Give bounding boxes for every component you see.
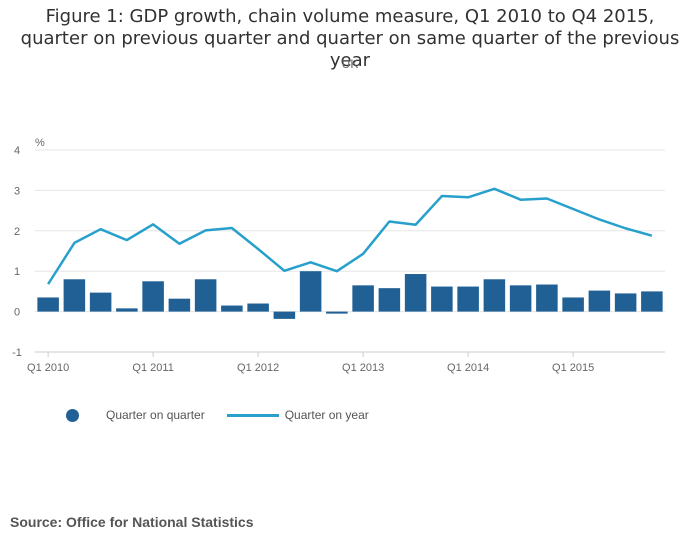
bar <box>457 286 479 312</box>
bar <box>588 290 611 312</box>
legend-dot-icon <box>66 408 79 422</box>
bar <box>299 271 322 312</box>
y-tick-label: 4 <box>14 145 20 157</box>
bar <box>273 311 296 319</box>
x-axis: Q1 2010 Q1 2011 Q1 2012 Q1 2013 Q1 2014 Q1 20… <box>27 351 665 374</box>
x-tick-label: Q1 2014 <box>447 362 489 374</box>
bar <box>352 285 374 312</box>
legend: Quarter on quarter Quarter on year <box>66 408 369 422</box>
bar <box>116 308 138 312</box>
x-tick-label: Q1 2011 <box>132 362 173 374</box>
x-tick-label: Q1 2012 <box>237 362 279 374</box>
legend-label: Quarter on year <box>284 408 369 422</box>
bar <box>37 297 59 312</box>
y-tick-label: 2 <box>14 226 20 238</box>
y-axis-ticks: -1 0 1 2 3 4 <box>12 145 22 359</box>
bar <box>641 291 663 312</box>
x-tick-label: Q1 2010 <box>27 362 69 374</box>
bar <box>63 279 86 312</box>
y-axis-label: % <box>35 137 45 149</box>
legend-line-icon <box>226 413 279 417</box>
bar <box>483 279 506 312</box>
source-note: Source: Office for National Statistics <box>10 514 254 530</box>
line-series <box>47 187 653 285</box>
legend-item-quarter-on-quarter[interactable]: Quarter on quarter <box>66 408 205 422</box>
bar <box>404 274 427 312</box>
bar <box>326 311 348 314</box>
bar <box>431 286 453 312</box>
gridlines <box>35 149 665 313</box>
chart-subtitle: UK <box>341 57 359 71</box>
bar-series <box>37 271 663 319</box>
bar <box>247 303 269 312</box>
bar <box>378 288 401 312</box>
y-tick-label: 3 <box>14 185 20 197</box>
legend-item-quarter-on-year[interactable]: Quarter on year <box>226 408 369 422</box>
bar <box>562 297 584 312</box>
bar <box>142 281 164 312</box>
bar <box>536 284 558 312</box>
bar <box>194 279 217 312</box>
legend-label: Quarter on quarter <box>106 408 205 422</box>
x-tick-label: Q1 2015 <box>552 362 594 374</box>
y-tick-label: -1 <box>12 347 22 359</box>
x-tick-label: Q1 2013 <box>342 362 384 374</box>
bar <box>614 293 637 312</box>
bar <box>509 285 532 312</box>
bar <box>89 292 112 312</box>
series-line <box>47 187 653 285</box>
chart-title: Figure 1: GDP growth, chain volume measu… <box>20 6 680 71</box>
y-tick-label: 1 <box>14 266 20 278</box>
y-tick-label: 0 <box>14 307 20 319</box>
bar <box>221 305 243 312</box>
bar <box>168 298 191 312</box>
